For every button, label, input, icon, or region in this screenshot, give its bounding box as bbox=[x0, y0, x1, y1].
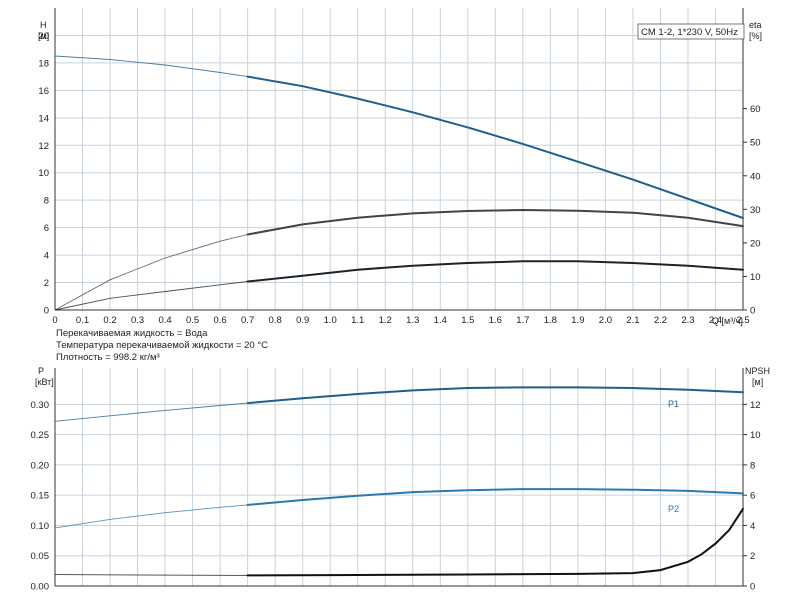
y-right-tick-label: 4 bbox=[750, 521, 755, 532]
y-left-tick-label: 6 bbox=[44, 223, 49, 234]
y-left-tick-label: 0.05 bbox=[31, 551, 50, 562]
note-density: Плотность = 998.2 кг/м³ bbox=[56, 352, 160, 363]
bottom-right-axis-unit: [м] bbox=[752, 377, 763, 387]
top-x-axis-label: Q [м³/ч] bbox=[712, 316, 743, 326]
x-tick-label: 1.0 bbox=[324, 315, 337, 326]
top-left-axis-label: H bbox=[40, 20, 47, 30]
x-tick-label: 0.2 bbox=[103, 315, 116, 326]
series-line-p2-extrapolated bbox=[54, 504, 248, 529]
y-left-tick-label: 0.10 bbox=[31, 521, 50, 532]
x-tick-label: 0.7 bbox=[241, 315, 254, 326]
chart-title: CM 1-2, 1*230 V, 50Hz bbox=[641, 27, 738, 38]
x-tick-label: 0.3 bbox=[131, 315, 144, 326]
series-label-p2: P2 bbox=[668, 504, 679, 514]
x-tick-label: 2.1 bbox=[626, 315, 639, 326]
y-left-tick-label: 0.30 bbox=[31, 400, 50, 411]
x-tick-label: 2.5 bbox=[736, 315, 749, 326]
x-tick-label: 0.4 bbox=[158, 315, 171, 326]
y-left-tick-label: 0.15 bbox=[31, 491, 50, 502]
series-line-eta_upper-extrapolated bbox=[54, 234, 248, 311]
note-temperature: Температура перекачиваемой жидкости = 20… bbox=[56, 340, 268, 351]
x-tick-label: 0.6 bbox=[214, 315, 227, 326]
series-line-p2 bbox=[246, 488, 744, 506]
y-right-tick-label: 10 bbox=[750, 272, 761, 283]
x-tick-label: 1.2 bbox=[379, 315, 392, 326]
x-tick-label: 2.3 bbox=[681, 315, 694, 326]
series-layer bbox=[54, 55, 744, 577]
x-tick-label: 1.1 bbox=[351, 315, 364, 326]
chart-title-box bbox=[637, 23, 745, 40]
x-tick-label: 1.6 bbox=[489, 315, 502, 326]
x-tick-label: 2.4 bbox=[709, 315, 722, 326]
y-right-tick-label: 10 bbox=[750, 430, 761, 441]
series-line-p1-extrapolated bbox=[54, 402, 248, 422]
y-right-tick-label: 6 bbox=[750, 491, 755, 502]
series-line-p1 bbox=[246, 386, 744, 405]
series-line-h-extrapolated bbox=[54, 55, 248, 78]
y-right-tick-label: 0 bbox=[750, 582, 755, 593]
grid-layer bbox=[54, 8, 744, 586]
top-right-axis-label: eta bbox=[749, 20, 762, 30]
bottom-left-axis-label: P bbox=[38, 366, 44, 376]
y-left-tick-label: 18 bbox=[38, 58, 49, 69]
y-right-tick-label: 0 bbox=[750, 306, 755, 317]
y-left-tick-label: 0.00 bbox=[31, 582, 50, 593]
x-tick-label: 0 bbox=[52, 315, 57, 326]
series-line-eta_lower bbox=[246, 260, 744, 283]
text-layer: 0 0.1 0.2 0.3 0.4 0.5 0.6 0.7 0.8 0.9 1.0 1.1 1.2 1.3… bbox=[31, 31, 761, 593]
y-left-tick-label: 14 bbox=[38, 113, 49, 124]
y-left-tick-label: 10 bbox=[38, 168, 49, 179]
x-tick-label: 2.0 bbox=[599, 315, 612, 326]
y-right-tick-label: 20 bbox=[750, 238, 761, 249]
series-line-eta_lower-extrapolated bbox=[54, 281, 248, 311]
y-left-tick-label: 2 bbox=[44, 278, 49, 289]
y-left-tick-label: 8 bbox=[44, 196, 49, 207]
note-liquid: Перекачиваемая жидкость = Вода bbox=[56, 328, 208, 339]
x-tick-label: 0.9 bbox=[296, 315, 309, 326]
y-right-tick-label: 2 bbox=[750, 551, 755, 562]
series-line-h bbox=[246, 75, 744, 219]
x-tick-label: 0.5 bbox=[186, 315, 199, 326]
x-tick-label: 1.5 bbox=[461, 315, 474, 326]
top-left-axis-unit: [м] bbox=[38, 31, 49, 41]
y-right-tick-label: 12 bbox=[750, 400, 761, 411]
x-tick-label: 1.3 bbox=[406, 315, 419, 326]
bottom-right-axis-label: NPSH bbox=[745, 366, 770, 376]
y-left-tick-label: 16 bbox=[38, 86, 49, 97]
x-tick-label: 1.4 bbox=[434, 315, 447, 326]
y-left-tick-label: 0 bbox=[44, 306, 49, 317]
series-line-npsh bbox=[246, 507, 744, 577]
series-label-p1: P1 bbox=[668, 399, 679, 409]
x-tick-label: 1.7 bbox=[516, 315, 529, 326]
y-left-tick-label: 4 bbox=[44, 251, 49, 262]
y-right-tick-label: 30 bbox=[750, 205, 761, 216]
x-tick-label: 1.9 bbox=[571, 315, 584, 326]
x-tick-label: 2.2 bbox=[654, 315, 667, 326]
x-tick-label: 0.1 bbox=[76, 315, 89, 326]
x-tick-label: 0.8 bbox=[269, 315, 282, 326]
y-right-tick-label: 50 bbox=[750, 138, 761, 149]
axis-layer bbox=[54, 8, 747, 587]
y-right-tick-label: 40 bbox=[750, 171, 761, 182]
series-line-eta_upper bbox=[246, 208, 744, 236]
series-line-npsh-extrapolated bbox=[54, 574, 248, 576]
y-right-tick-label: 60 bbox=[750, 104, 761, 115]
y-left-tick-label: 20 bbox=[38, 31, 49, 42]
y-left-tick-label: 0.20 bbox=[31, 460, 50, 471]
y-right-tick-label: 8 bbox=[750, 460, 755, 471]
bottom-left-axis-unit: [кВт] bbox=[35, 377, 54, 387]
y-left-tick-label: 12 bbox=[38, 141, 49, 152]
top-right-axis-unit: [%] bbox=[749, 31, 762, 41]
x-tick-label: 1.8 bbox=[544, 315, 557, 326]
y-left-tick-label: 0.25 bbox=[31, 430, 50, 441]
